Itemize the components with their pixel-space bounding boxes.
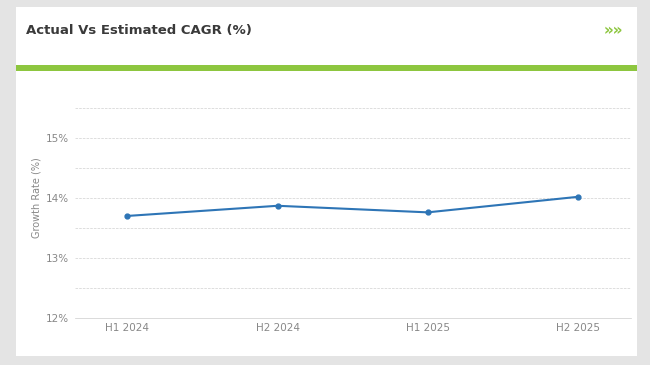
Y-axis label: Growth Rate (%): Growth Rate (%) <box>32 158 42 238</box>
Text: »»: »» <box>604 23 623 38</box>
Text: Actual Vs Estimated CAGR (%): Actual Vs Estimated CAGR (%) <box>25 24 252 37</box>
